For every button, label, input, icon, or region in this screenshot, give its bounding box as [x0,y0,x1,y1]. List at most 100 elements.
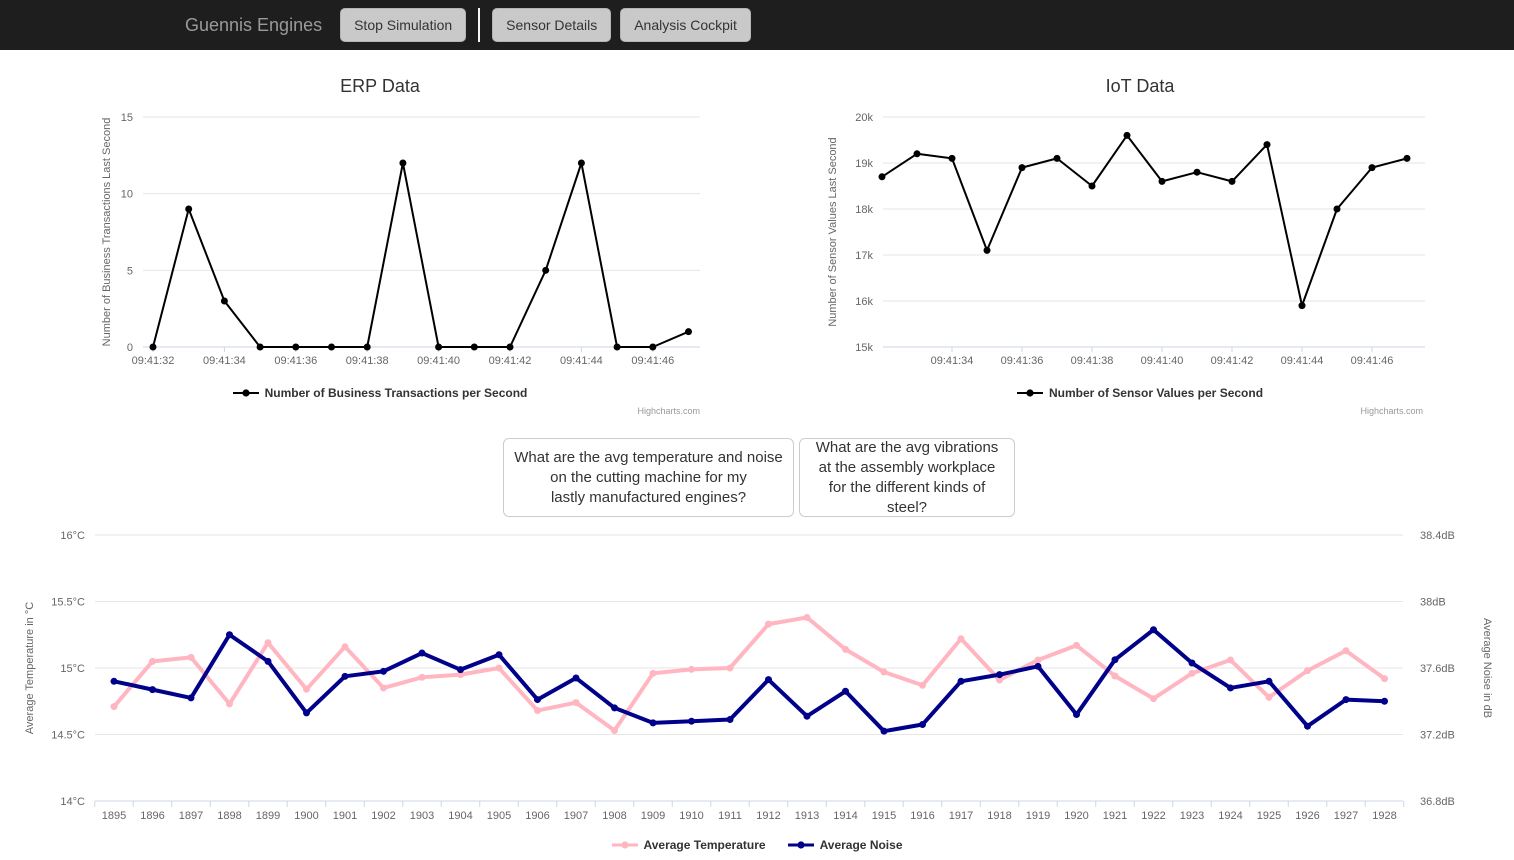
svg-text:09:41:34: 09:41:34 [931,355,974,367]
svg-text:1901: 1901 [333,810,357,822]
iot-y-axis-title: Number of Sensor Values Last Second [827,137,839,327]
svg-text:1916: 1916 [910,810,934,822]
question-vibrations-button[interactable]: What are the avg vibrations at the assem… [799,438,1015,517]
svg-text:1906: 1906 [525,810,549,822]
sens-svg-axes [94,800,1405,807]
svg-text:1920: 1920 [1064,810,1088,822]
iot-legend-item[interactable]: Number of Sensor Values per Second [1016,386,1263,400]
sens-svg-series[interactable] [110,613,1389,735]
svg-text:09:41:38: 09:41:38 [346,355,389,367]
svg-text:1924: 1924 [1218,810,1242,822]
svg-text:37.2dB: 37.2dB [1420,730,1455,742]
question-line: for the different kinds of steel? [828,478,986,516]
svg-text:5: 5 [127,265,133,277]
noise-axis-title: Average Noise in dB [1481,617,1493,719]
svg-text:15.5°C: 15.5°C [51,597,85,609]
erp-legend: Number of Business Transactions per Seco… [30,386,730,400]
svg-text:1904: 1904 [448,810,472,822]
erp-svg-tick-labels: 0 5 10 15 09:41:32 09:41:34 09:41:36 09:41:38 09… [121,112,674,367]
svg-text:09:41:40: 09:41:40 [1141,355,1184,367]
sensor-history-chart: Average Temperature in °C Average Noise … [0,525,1514,860]
svg-text:15: 15 [121,112,133,124]
svg-text:14.5°C: 14.5°C [51,730,85,742]
temperature-axis-title: Average Temperature in °C [24,601,36,735]
sens-svg-gridlines [95,534,1403,735]
svg-text:18k: 18k [855,204,873,216]
iot-svg-axes [883,346,1425,352]
erp-legend-label: Number of Business Transactions per Seco… [264,386,528,400]
iot-chart: IoT Data Number of Sensor Values Last Se… [810,60,1470,425]
svg-text:1915: 1915 [872,810,896,822]
svg-text:1895: 1895 [102,810,126,822]
svg-text:1926: 1926 [1295,810,1319,822]
iot-svg-gridlines [883,116,1425,302]
svg-text:1907: 1907 [564,810,588,822]
svg-text:09:41:44: 09:41:44 [1281,355,1324,367]
svg-text:1925: 1925 [1257,810,1281,822]
question-line: lastly manufactured engines? [550,488,747,506]
question-line: What are the avg vibrations [815,438,999,456]
temperature-legend-marker-icon [611,840,638,850]
question-line: at the assembly workplace [818,458,996,476]
sens-svg-tick-labels: 14°C 14.5°C 15°C 15.5°C 16°C 36.8dB 37.2dB 37.6… [51,530,1455,822]
noise-legend-label: Average Noise [819,838,903,852]
svg-text:1911: 1911 [718,810,742,822]
svg-text:09:41:46: 09:41:46 [631,355,674,367]
erp-svg-series[interactable] [149,159,693,351]
svg-text:1902: 1902 [371,810,395,822]
sensor-history-plot[interactable]: 14°C 14.5°C 15°C 15.5°C 16°C 36.8dB 37.2dB 37.6… [0,525,1514,835]
svg-text:19k: 19k [855,158,873,170]
svg-text:1896: 1896 [140,810,164,822]
svg-text:1898: 1898 [217,810,241,822]
svg-text:16k: 16k [855,296,873,308]
svg-text:1927: 1927 [1334,810,1358,822]
svg-text:09:41:34: 09:41:34 [203,355,246,367]
svg-text:10: 10 [121,189,133,201]
svg-text:1897: 1897 [179,810,203,822]
temperature-legend-item[interactable]: Average Temperature [611,838,766,852]
sensor-details-button[interactable]: Sensor Details [492,8,612,42]
svg-text:09:41:36: 09:41:36 [1001,355,1044,367]
svg-text:1914: 1914 [833,810,857,822]
svg-text:1899: 1899 [256,810,280,822]
iot-legend: Number of Sensor Values per Second [810,386,1470,400]
svg-text:17k: 17k [855,250,873,262]
app-brand: Guennis Engines [185,14,323,35]
iot-svg-tick-labels: 15k 16k 17k 18k 19k 20k 09:41:34 09:41:36 09:41:… [855,112,1393,367]
erp-chart-title: ERP Data [340,76,420,96]
erp-highcharts-credit[interactable]: Highcharts.com [637,406,700,416]
iot-chart-plot[interactable]: 15k 16k 17k 18k 19k 20k 09:41:34 09:41:36 09:41:… [810,60,1470,380]
iot-svg-series[interactable] [878,131,1411,310]
erp-legend-marker-icon [232,388,259,398]
sensor-history-legend: Average Temperature Average Noise [0,838,1514,852]
svg-text:1910: 1910 [679,810,703,822]
svg-text:36.8dB: 36.8dB [1420,796,1455,808]
svg-text:1922: 1922 [1141,810,1165,822]
question-temperature-noise-button[interactable]: What are the avg temperature and noise o… [503,438,794,517]
svg-text:20k: 20k [855,112,873,124]
svg-text:1913: 1913 [795,810,819,822]
iot-highcharts-credit[interactable]: Highcharts.com [1360,406,1423,416]
iot-chart-title: IoT Data [1105,76,1175,96]
svg-text:1909: 1909 [641,810,665,822]
erp-chart-plot[interactable]: 0 5 10 15 09:41:32 09:41:34 09:41:36 09:41:38 09… [30,60,730,380]
svg-text:1928: 1928 [1372,810,1396,822]
navbar-divider [478,8,481,42]
sens-svg-series[interactable] [110,626,1389,735]
question-line: What are the avg temperature and noise [514,448,783,466]
stop-simulation-button[interactable]: Stop Simulation [340,8,467,42]
iot-legend-marker-icon [1016,388,1043,398]
analysis-cockpit-button[interactable]: Analysis Cockpit [620,8,751,42]
noise-legend-item[interactable]: Average Noise [787,838,903,852]
navbar: Guennis Engines Stop Simulation Sensor D… [0,0,1514,50]
erp-svg-gridlines [143,116,700,271]
svg-text:37.6dB: 37.6dB [1420,663,1455,675]
erp-legend-item[interactable]: Number of Business Transactions per Seco… [232,386,528,400]
svg-text:1917: 1917 [949,810,973,822]
svg-text:15°C: 15°C [60,663,85,675]
svg-text:1921: 1921 [1103,810,1127,822]
svg-text:09:41:42: 09:41:42 [1211,355,1254,367]
svg-text:09:41:42: 09:41:42 [489,355,532,367]
erp-chart: ERP Data Number of Business Transactions… [30,60,730,425]
